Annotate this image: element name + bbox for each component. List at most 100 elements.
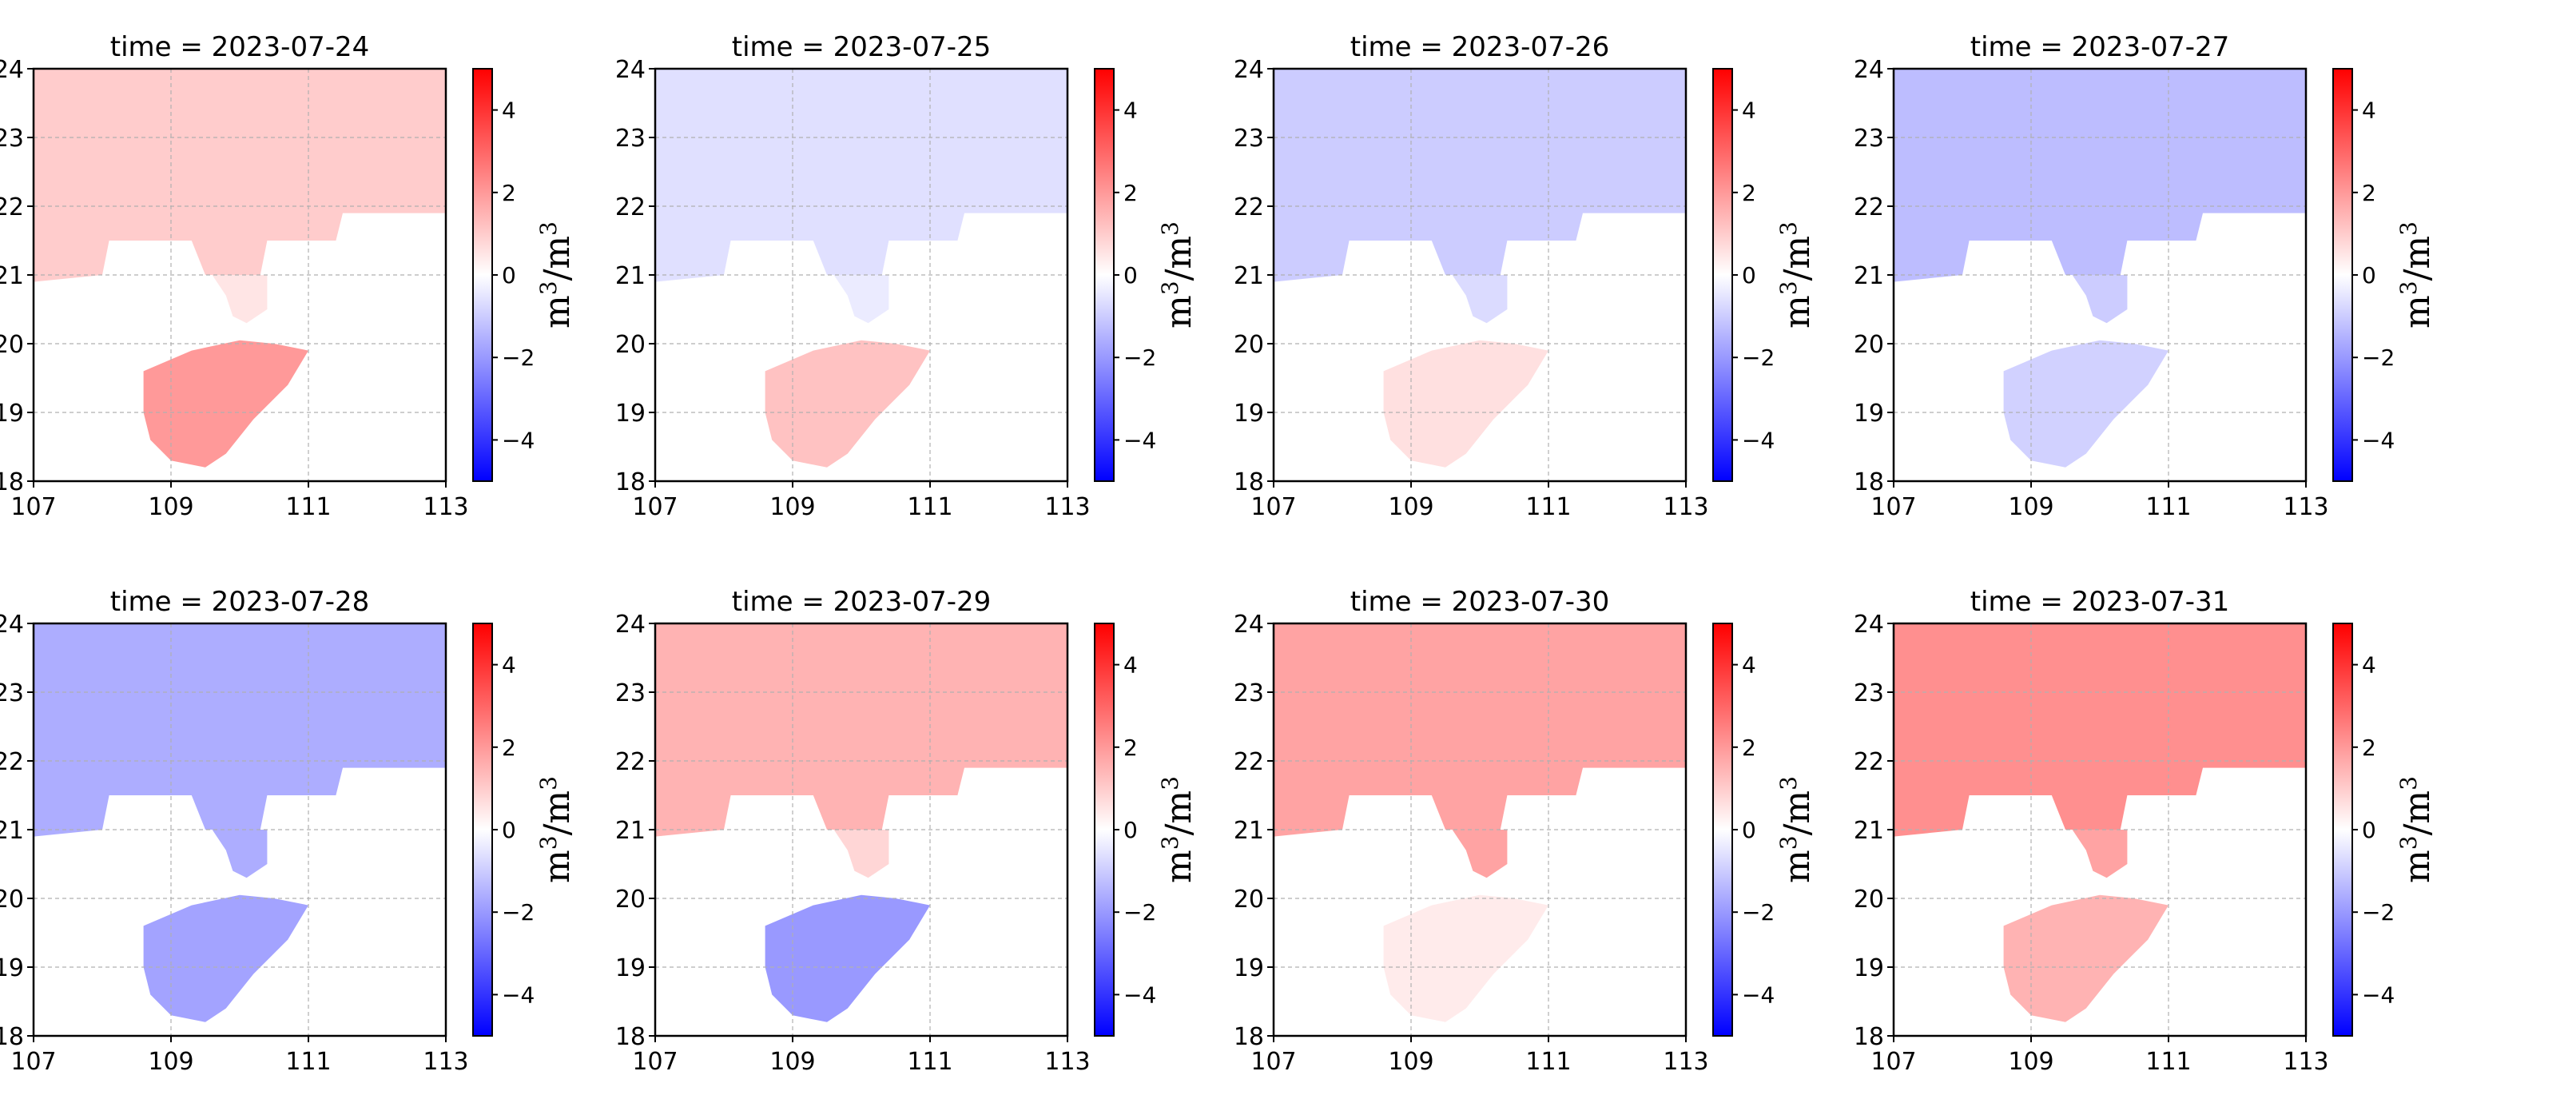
y-tick-label: 22 [1854, 748, 1884, 776]
y-tick-label: 20 [1234, 331, 1264, 359]
colorbar-tick-label: 0 [1742, 262, 1756, 289]
region-hainan [143, 340, 308, 468]
colorbar-label-part: 3 [1157, 281, 1183, 295]
colorbar-tick-label: 0 [502, 262, 516, 289]
y-tick-label: 22 [0, 193, 24, 221]
colorbar-tick-label: −2 [502, 899, 535, 926]
y-tick-label: 19 [1234, 954, 1264, 982]
region-north [1274, 623, 1686, 837]
x-tick-label: 111 [2145, 493, 2191, 521]
x-tick-label: 113 [1044, 1048, 1090, 1076]
colorbar-label-part: m [1777, 236, 1818, 269]
y-tick-label: 24 [1854, 56, 1884, 84]
panel-title: time = 2023-07-26 [1350, 31, 1610, 63]
region-north [1894, 69, 2306, 282]
colorbar-label-part: m [1159, 295, 1199, 329]
x-tick-label: 113 [423, 1048, 468, 1076]
colorbar-label-part: / [537, 823, 578, 835]
y-tick-label: 22 [1234, 193, 1264, 221]
y-tick-label: 19 [1234, 400, 1264, 428]
y-tick-label: 23 [615, 679, 646, 707]
colorbar: 420−2−4m3/m3 [2332, 623, 2438, 1037]
y-tick-label: 21 [615, 817, 646, 845]
colorbar-tick-label: −2 [1742, 899, 1775, 926]
colorbar-label-part: m [537, 850, 578, 883]
heatmap-cells [1274, 69, 1686, 468]
colorbar-label: m3/m3 [1775, 776, 1819, 883]
colorbar-label: m3/m3 [1775, 221, 1819, 329]
x-tick-label: 111 [285, 1048, 331, 1076]
colorbar-label-part: m [1159, 236, 1199, 269]
region-tail [833, 275, 889, 324]
colorbar-tick-label: −2 [502, 344, 535, 371]
x-tick-label: 107 [10, 493, 56, 521]
colorbar-tick-label: 4 [1123, 98, 1138, 124]
colorbar-tick-label: 2 [2362, 735, 2376, 761]
colorbar-label-part: / [1159, 823, 1199, 835]
y-tick-label: 20 [615, 886, 646, 914]
y-tick-label: 24 [615, 611, 646, 639]
x-tick-label: 111 [907, 493, 952, 521]
colorbar-gradient [1094, 68, 1115, 482]
heatmap-cells [655, 69, 1067, 468]
colorbar-label-part: 3 [2395, 281, 2422, 295]
y-tick-label: 19 [0, 400, 24, 428]
y-tick-label: 22 [615, 748, 646, 776]
region-tail [1452, 275, 1508, 324]
colorbar-label-part: 3 [1775, 835, 1802, 850]
colorbar-tick-label: 2 [2362, 180, 2376, 206]
y-tick-label: 19 [1854, 400, 1884, 428]
colorbar-tick-label: 2 [1742, 180, 1756, 206]
x-tick-label: 111 [2145, 1048, 2191, 1076]
y-tick-label: 18 [0, 468, 24, 496]
y-tick-label: 22 [615, 193, 646, 221]
colorbar-tick-label: 4 [502, 98, 516, 124]
colorbar-label-part: m [537, 295, 578, 329]
y-tick-label: 19 [615, 954, 646, 982]
y-tick-label: 20 [0, 886, 24, 914]
x-tick-label: 107 [1250, 1048, 1296, 1076]
heatmap-cells [655, 623, 1067, 1022]
colorbar-gradient [1094, 623, 1115, 1037]
y-tick-label: 20 [615, 331, 646, 359]
colorbar-tick-label: 2 [1123, 180, 1138, 206]
colorbar-tick-label: 0 [1123, 817, 1138, 843]
region-hainan [765, 894, 930, 1022]
colorbar-label-part: m [1777, 295, 1818, 329]
y-tick-label: 21 [0, 262, 24, 290]
colorbar-label-part: 3 [535, 221, 562, 236]
y-tick-label: 22 [0, 748, 24, 776]
region-tail [212, 275, 268, 324]
colorbar-tick-label: −4 [502, 982, 535, 1008]
colorbar-tick-label: 4 [1742, 98, 1756, 124]
colorbar-label-part: m [2397, 790, 2438, 824]
colorbar-gradient [2332, 623, 2353, 1037]
x-tick-label: 107 [632, 1048, 678, 1076]
region-hainan [143, 894, 308, 1022]
colorbar-label-part: m [537, 236, 578, 269]
panel-title: time = 2023-07-25 [732, 31, 992, 63]
y-tick-label: 18 [615, 1023, 646, 1051]
x-tick-label: 107 [1870, 1048, 1916, 1076]
x-tick-label: 113 [2283, 1048, 2328, 1076]
x-tick-label: 107 [1870, 493, 1916, 521]
y-tick-label: 24 [615, 56, 646, 84]
colorbar-tick-label: −4 [2362, 427, 2395, 453]
colorbar-label-part: m [1777, 850, 1818, 883]
colorbar-label-part: 3 [2395, 776, 2422, 790]
y-tick-label: 24 [0, 56, 24, 84]
colorbar-label-part: / [1777, 269, 1818, 281]
colorbar-tick-label: −4 [2362, 982, 2395, 1008]
colorbar-gradient [472, 68, 493, 482]
x-tick-label: 111 [1525, 493, 1571, 521]
colorbar-tick-label: −2 [1123, 344, 1156, 371]
colorbar-label-part: m [1159, 790, 1199, 824]
colorbar-label: m3/m3 [1157, 221, 1200, 329]
x-tick-label: 111 [285, 493, 331, 521]
colorbar-label-part: m [2397, 236, 2438, 269]
x-tick-label: 113 [1663, 493, 1708, 521]
